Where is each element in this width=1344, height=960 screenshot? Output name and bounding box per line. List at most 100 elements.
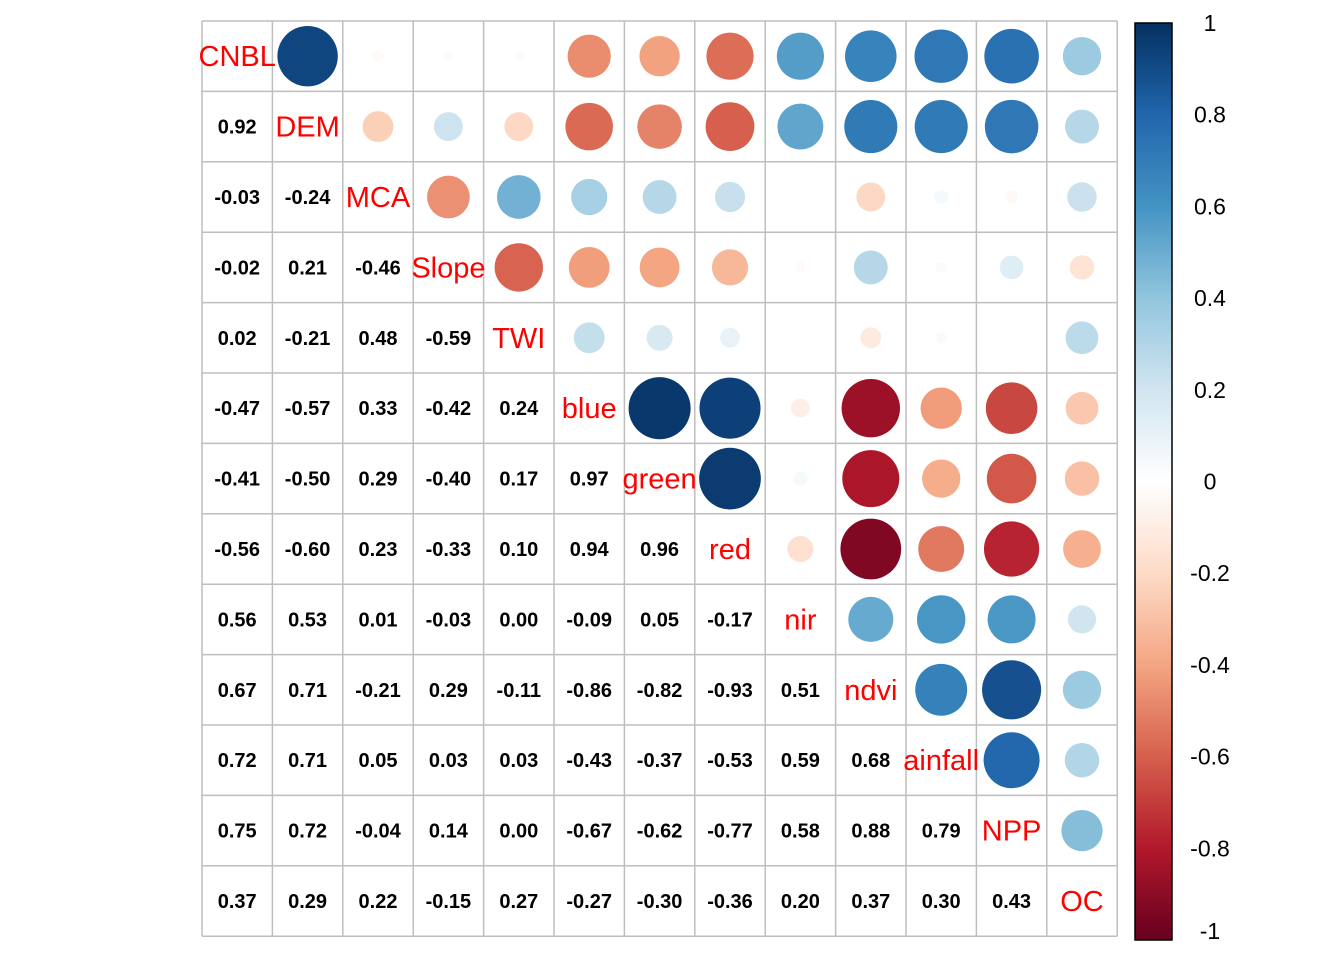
colorbar-tick-label: 0.6 [1194,193,1226,219]
correlation-circle [999,255,1024,280]
correlation-value: 0.05 [359,750,398,772]
correlation-value: 0.37 [851,891,890,913]
correlation-value: -0.53 [707,750,753,772]
correlation-circle [1069,255,1095,280]
correlation-circle [984,28,1039,84]
correlation-circle [920,387,962,429]
correlation-value: 0.33 [359,398,398,420]
variable-label-npp: NPP [982,816,1042,848]
colorbar-tick-label: -0.8 [1190,835,1230,861]
correlation-circle [433,112,463,142]
correlation-circle [1063,530,1101,568]
correlation-value: -0.42 [426,398,472,420]
correlation-value: -0.82 [637,680,683,702]
correlation-circle [776,32,824,80]
variable-label-ndvi: ndvi [844,675,897,707]
correlation-circle [935,261,947,273]
correlation-value: -0.57 [285,398,331,420]
colorbar-tick-label: 0.4 [1194,285,1226,311]
correlation-circle [860,327,882,349]
correlation-value: -0.03 [426,609,472,631]
correlation-value: 0.51 [781,680,820,702]
variable-label-slope: Slope [411,252,485,284]
correlation-circle [705,102,755,151]
correlation-circle [565,102,613,151]
matrix-grid [201,20,1118,937]
correlation-circle [914,29,968,83]
colorbar-tick-label: 0.2 [1194,377,1226,403]
correlation-value: 0.59 [781,750,820,772]
correlation-value: -0.43 [566,750,612,772]
correlation-circle [362,111,394,143]
correlation-circle [573,322,605,354]
variable-label-dem: DEM [275,112,339,144]
correlation-circle [571,178,608,216]
correlation-value: -0.62 [637,821,683,843]
correlation-circle [699,447,761,510]
correlation-value: 0.20 [781,891,820,913]
colorbar-tick-label: -0.6 [1190,744,1230,770]
correlation-value: -0.41 [214,469,260,491]
correlation-value: 0.23 [359,539,398,561]
correlation-circle [842,450,900,508]
correlation-value: -0.24 [285,187,331,209]
correlation-value: 0.29 [429,680,468,702]
correlation-value: -0.09 [566,609,612,631]
correlation-value: 0.92 [218,117,257,139]
correlation-circle [983,521,1040,577]
correlation-value: -0.86 [566,680,612,702]
variable-label-oc: OC [1060,886,1104,918]
correlation-value: 0.00 [499,821,538,843]
correlation-circle [840,518,902,580]
correlation-circle [514,51,524,61]
correlation-circle [706,32,754,80]
correlation-circle [922,459,961,498]
variable-label-nir: nir [784,604,817,636]
correlation-circle [1065,109,1099,144]
correlation-value: 0.53 [288,609,327,631]
correlation-value: 0.01 [359,609,398,631]
correlation-value: -0.04 [355,821,401,843]
correlation-value: 0.48 [359,328,398,350]
correlation-value: -0.47 [214,398,260,420]
correlation-circle [794,261,806,273]
correlation-value: 0.79 [922,821,961,843]
correlation-value: 0.29 [288,891,327,913]
correlation-value: -0.30 [637,891,683,913]
correlation-value: 0.10 [499,539,538,561]
correlation-circle [568,246,610,288]
correlation-circle [646,324,673,351]
correlation-circle [848,596,894,642]
correlation-circle [494,243,543,292]
correlation-circle [714,181,746,213]
correlation-value: 0.94 [570,539,610,561]
correlation-value: 0.67 [218,680,257,702]
correlation-circle [790,398,810,418]
correlation-circle [777,103,824,150]
correlation-value: 0.56 [218,609,257,631]
correlation-value: 0.37 [218,891,257,913]
correlation-value: 0.72 [288,821,327,843]
correlation-value: 0.14 [429,821,469,843]
correlation-value: 0.58 [781,821,820,843]
correlation-circle [787,536,814,562]
correlation-value: -0.67 [566,821,612,843]
variable-label-twi: TWI [492,323,545,355]
correlation-value: 0.22 [359,891,398,913]
correlation-circle [793,471,808,486]
correlation-value: -0.17 [707,609,753,631]
correlation-circle [797,193,804,201]
correlation-circle [711,249,749,286]
colorbar-tick-label: 0.8 [1194,102,1226,128]
correlation-value: -0.21 [355,680,401,702]
correlation-circle [277,25,338,87]
correlation-value: -0.11 [497,680,541,702]
correlation-circle [987,595,1036,644]
correlation-value: -0.59 [426,328,472,350]
correlation-circle [372,50,384,62]
correlation-circle [1067,605,1097,634]
correlation-value: 0.24 [499,398,539,420]
correlation-value: 0.43 [992,891,1031,913]
variable-label-rainfall: ainfall [903,745,979,777]
correlation-circle [642,180,677,214]
